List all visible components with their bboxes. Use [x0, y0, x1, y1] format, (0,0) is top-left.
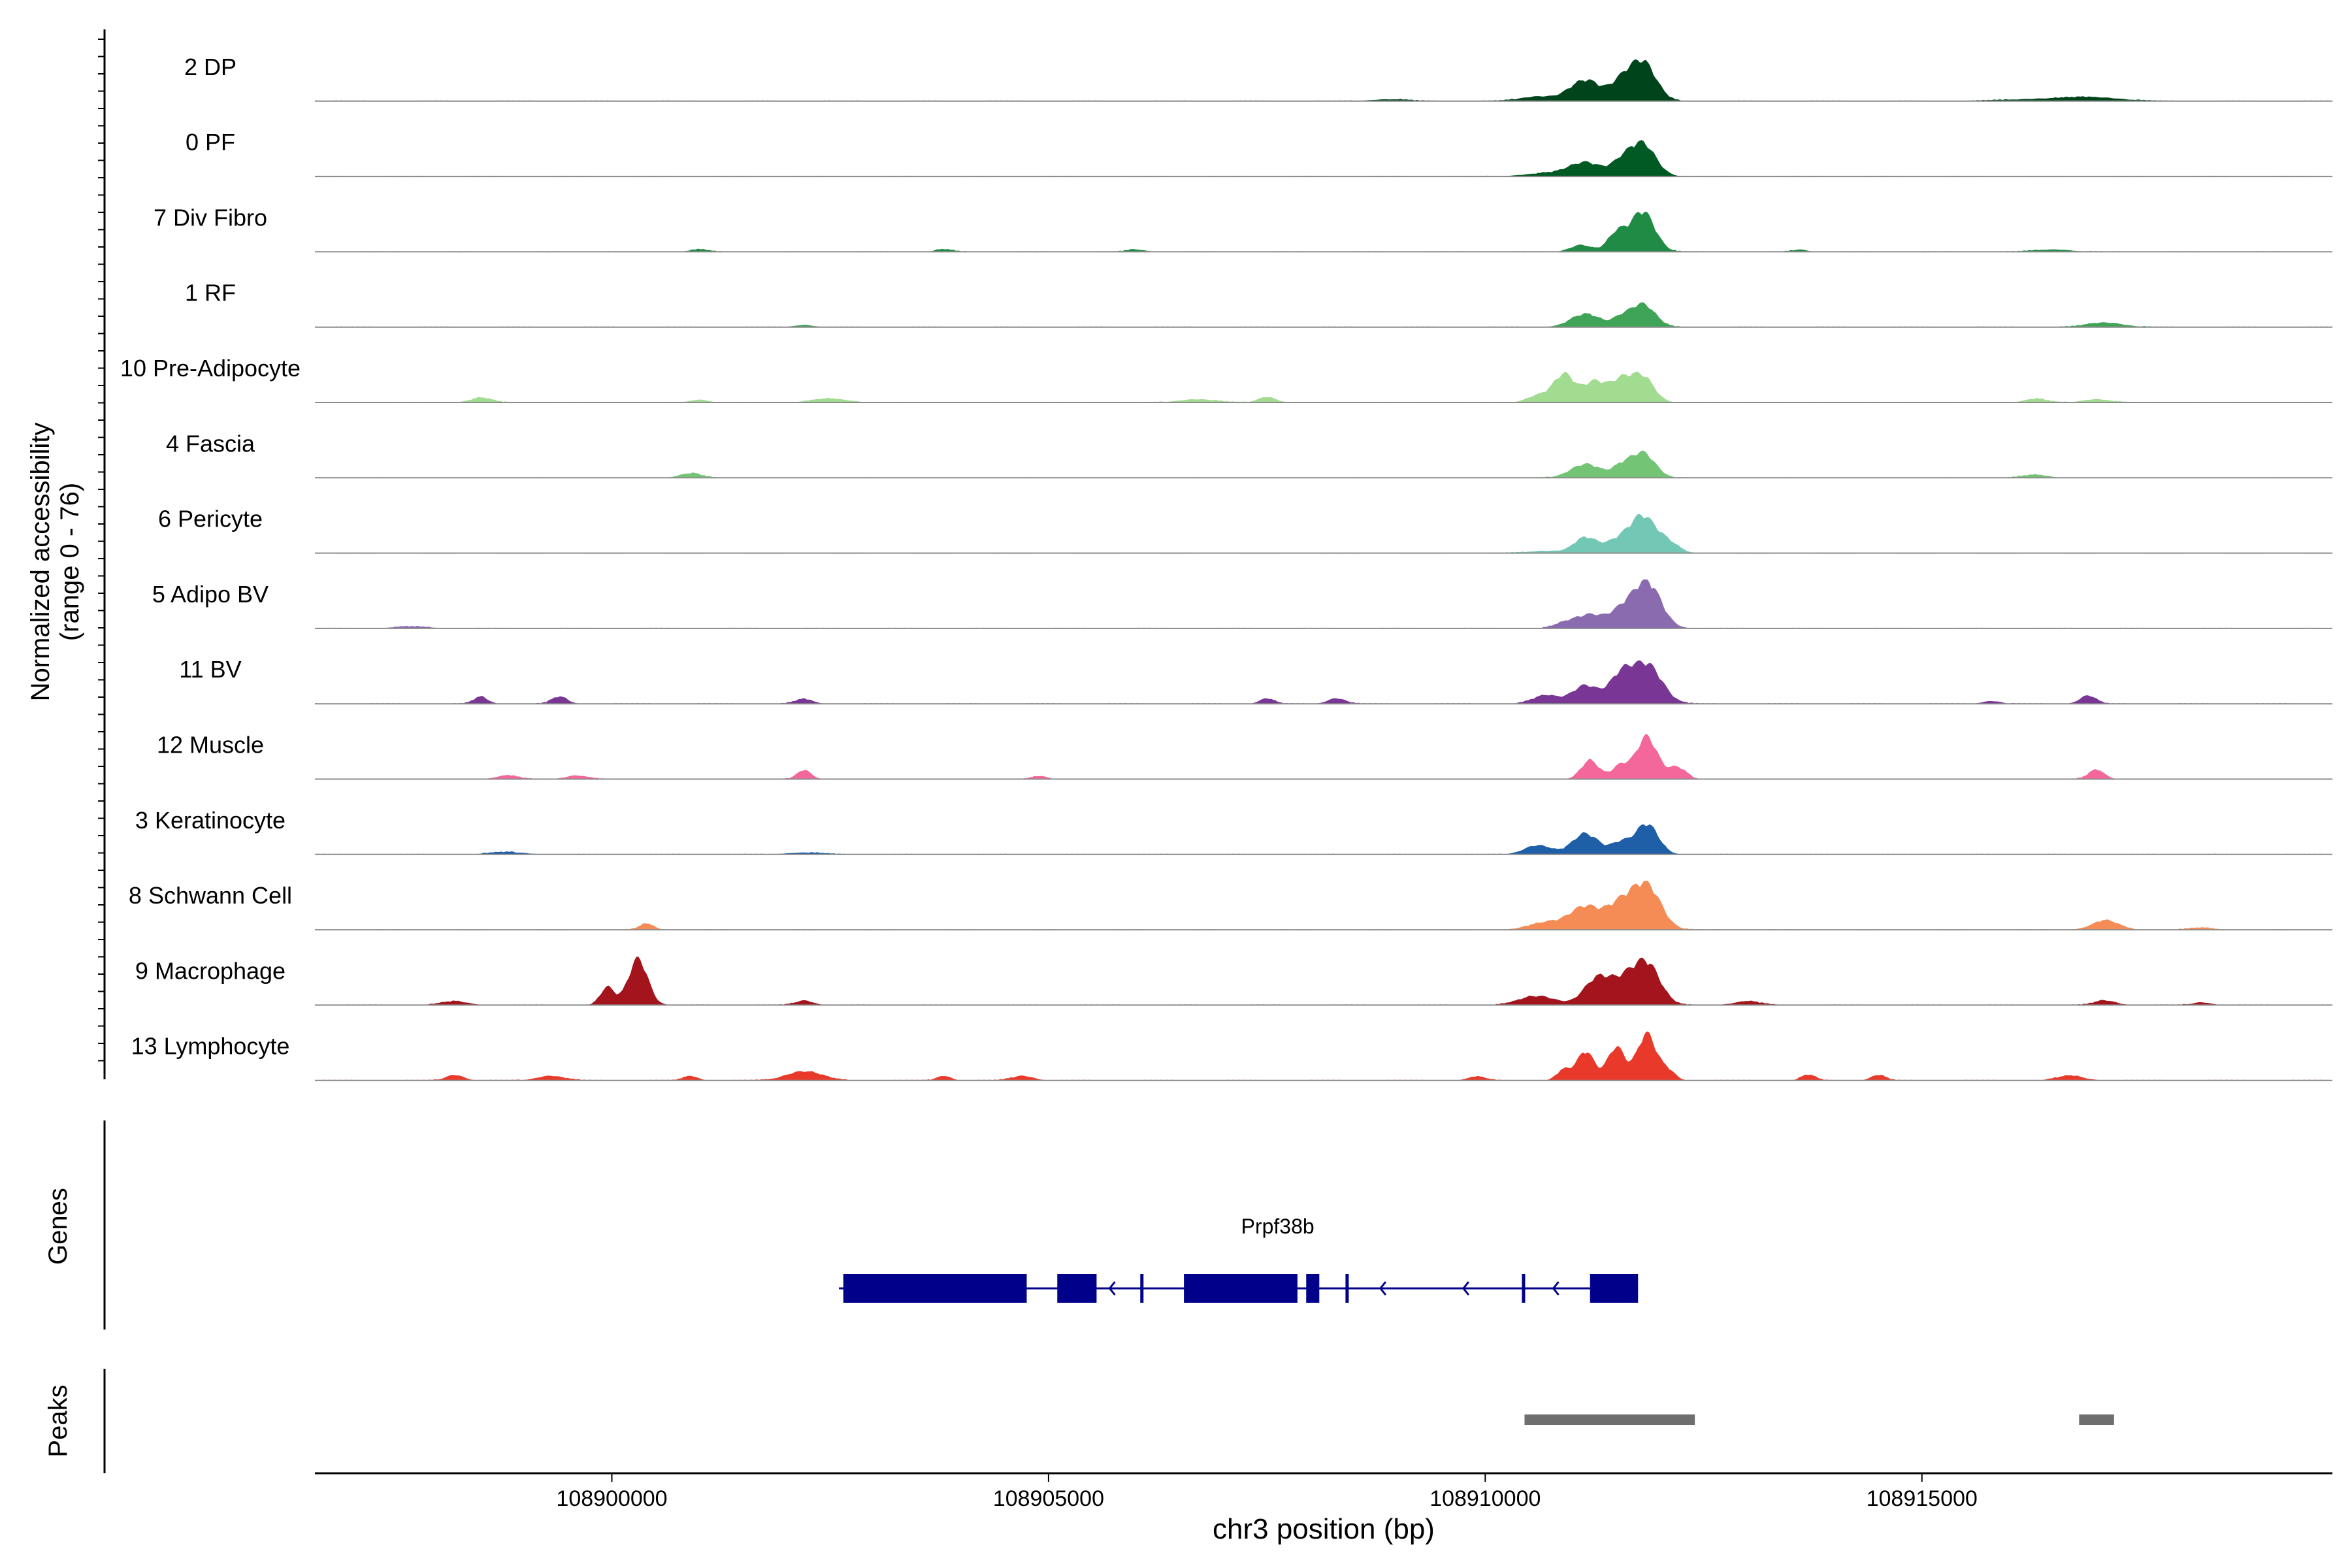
track-5: 4 Fascia — [166, 430, 2332, 479]
track-0: 2 DP — [184, 54, 2332, 102]
tracks-layer: 2 DP 0 PF 7 Div Fibro 1 RF 10 Pre-Adipocyte 4… — [120, 54, 2332, 1081]
peak-track — [1524, 1414, 2114, 1425]
track-4: 10 Pre-Adipocyte — [120, 355, 2332, 403]
track-9: 12 Muscle — [157, 732, 2332, 780]
track-signal-area — [315, 1031, 2332, 1081]
gene-strand-arrow — [1552, 1281, 1560, 1296]
gene-strand-arrow — [1379, 1281, 1387, 1296]
peak-region — [1524, 1414, 1695, 1425]
track-signal-area — [315, 734, 2332, 779]
gene-name-label: Prpf38b — [1241, 1215, 1315, 1238]
x-axis: 108900000 108905000 108910000 108915000 — [98, 29, 2332, 1511]
track-signal-area — [315, 59, 2332, 101]
track-signal-area — [315, 302, 2332, 327]
gene-exon — [1140, 1274, 1144, 1303]
track-signal-area — [315, 140, 2332, 177]
track-6: 6 Pericyte — [158, 506, 2332, 554]
track-signal-area — [315, 514, 2332, 553]
track-11: 8 Schwann Cell — [129, 881, 2332, 931]
track-signal-area — [315, 211, 2332, 252]
track-7: 5 Adipo BV — [152, 579, 2332, 629]
track-signal-area — [315, 450, 2332, 478]
track-signal-area — [315, 956, 2332, 1005]
track-label: 13 Lymphocyte — [131, 1033, 290, 1060]
track-8: 11 BV — [179, 656, 2332, 705]
track-label: 10 Pre-Adipocyte — [120, 355, 301, 382]
track-signal-area — [315, 579, 2332, 629]
gene-exon — [1345, 1274, 1349, 1303]
track-label: 3 Keratinocyte — [135, 807, 286, 834]
track-signal-area — [315, 371, 2332, 402]
gene-strand-arrow — [1108, 1281, 1116, 1296]
x-tick-label: 108905000 — [993, 1486, 1104, 1511]
gene-exon — [843, 1274, 1027, 1303]
track-signal-area — [315, 824, 2332, 855]
gene-exon — [1590, 1274, 1639, 1303]
gene-track: Prpf38b — [839, 1215, 1639, 1303]
gene-strand-arrow — [1462, 1281, 1470, 1296]
gene-exon — [1522, 1274, 1526, 1303]
track-label: 0 PF — [186, 129, 235, 155]
track-12: 9 Macrophage — [135, 956, 2332, 1006]
track-signal-area — [315, 881, 2332, 930]
peak-region — [2079, 1414, 2114, 1425]
y-axis-label: Normalized accessibility — [26, 423, 55, 702]
x-tick-label: 108915000 — [1867, 1486, 1978, 1511]
track-signal-area — [315, 660, 2332, 704]
track-label: 7 Div Fibro — [154, 204, 267, 231]
track-label: 5 Adipo BV — [152, 581, 269, 608]
x-tick-label: 108910000 — [1429, 1486, 1541, 1511]
track-label: 8 Schwann Cell — [129, 882, 292, 909]
track-label: 6 Pericyte — [158, 506, 263, 532]
x-axis-label: chr3 position (bp) — [1213, 1513, 1435, 1545]
track-13: 13 Lymphocyte — [131, 1031, 2332, 1081]
gene-exon — [1057, 1274, 1097, 1303]
track-label: 11 BV — [179, 656, 241, 683]
track-label: 12 Muscle — [157, 732, 264, 759]
x-tick-label: 108900000 — [556, 1486, 667, 1511]
track-label: 4 Fascia — [166, 430, 255, 457]
track-10: 3 Keratinocyte — [135, 807, 2332, 855]
peaks-panel-label: Peaks — [44, 1384, 73, 1457]
track-label: 2 DP — [184, 54, 237, 80]
track-2: 7 Div Fibro — [154, 204, 2332, 253]
gene-exon — [1184, 1274, 1298, 1303]
y-axis-range-label: (range 0 - 76) — [56, 483, 84, 641]
track-1: 0 PF — [186, 129, 2332, 178]
genes-panel-label: Genes — [44, 1188, 73, 1265]
track-label: 9 Macrophage — [135, 957, 286, 984]
track-3: 1 RF — [185, 280, 2332, 328]
track-label: 1 RF — [185, 280, 236, 306]
gene-exon — [1306, 1274, 1320, 1303]
